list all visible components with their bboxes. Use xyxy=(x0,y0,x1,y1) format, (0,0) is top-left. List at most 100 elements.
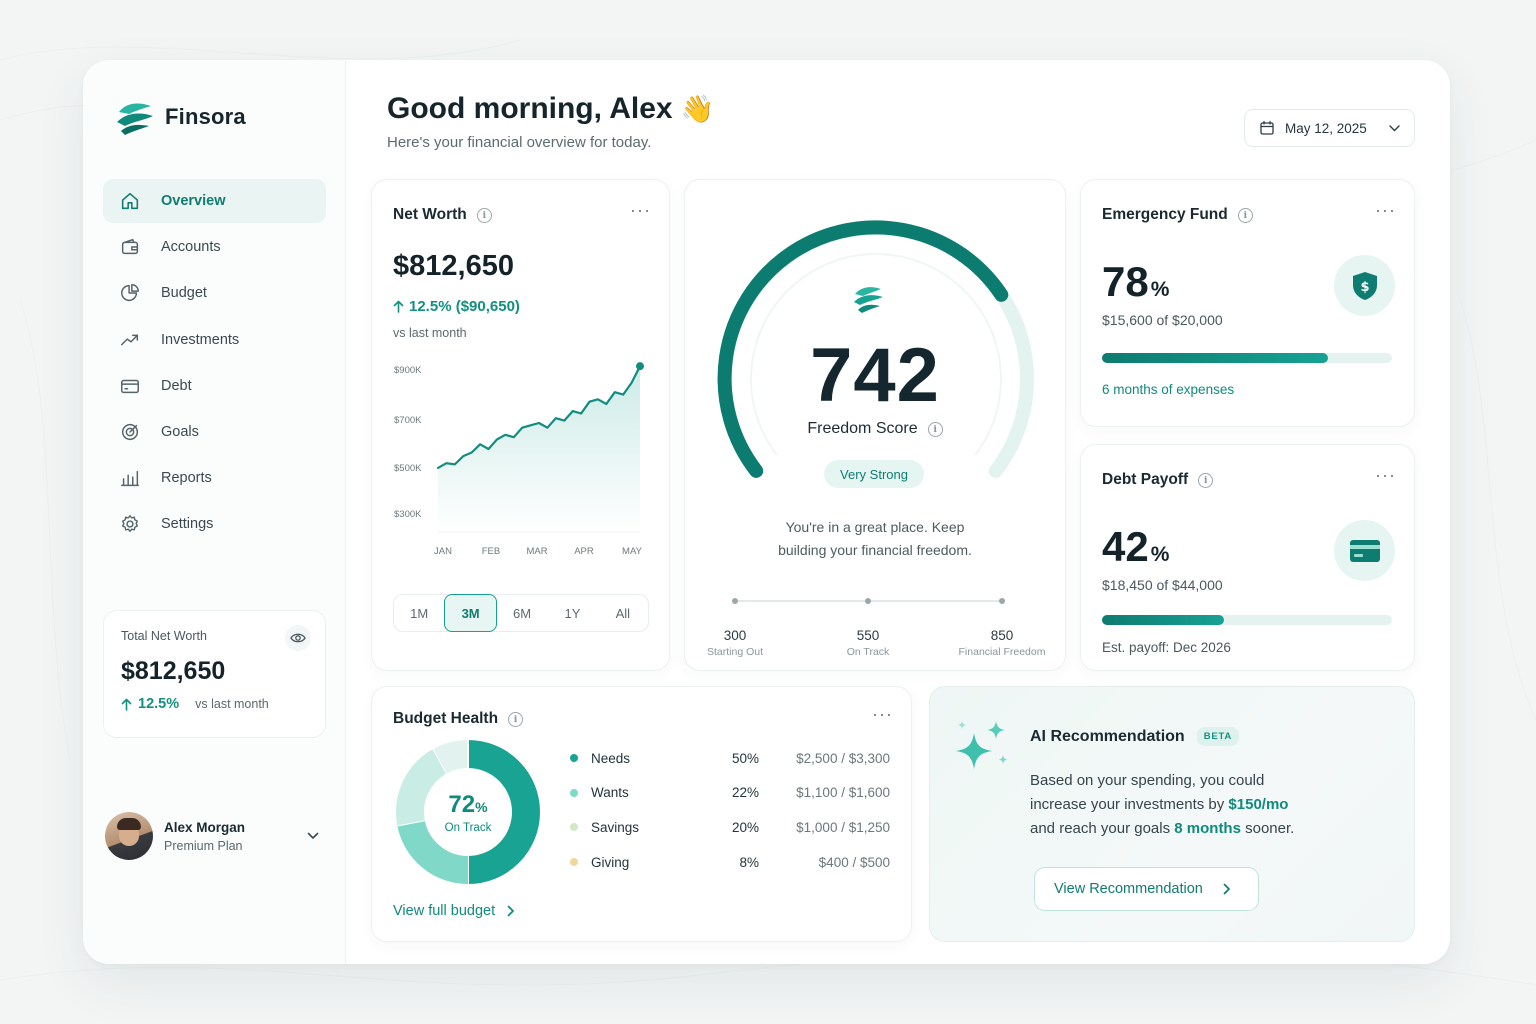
brand-logo[interactable]: Finsora xyxy=(115,98,246,136)
info-icon[interactable]: i xyxy=(1237,207,1253,223)
total-net-worth-card: Total Net Worth $812,650 12.5% vs last m… xyxy=(103,610,326,738)
page-title: Good morning, Alex 👋 xyxy=(387,92,714,126)
credit-card-icon xyxy=(1349,539,1380,562)
score-description: You're in a great place. Keep building y… xyxy=(685,516,1065,562)
emergency-note: 6 months of expenses xyxy=(1102,382,1235,397)
budget-amount: $2,500 / $3,300 xyxy=(796,750,890,766)
net-worth-change: 12.5% ($90,650) xyxy=(393,298,520,315)
range-all[interactable]: All xyxy=(615,605,631,621)
sidebar-item-label: Debt xyxy=(161,377,192,394)
legend-dot xyxy=(570,754,578,763)
toggle-visibility-button[interactable] xyxy=(285,625,311,651)
ai-recommendation-text: Based on your spending, you could increa… xyxy=(1030,772,1295,837)
x-tick-label: JAN xyxy=(434,546,452,557)
budget-category: Giving xyxy=(591,854,630,870)
user-profile[interactable]: Alex Morgan Premium Plan xyxy=(105,812,323,860)
range-1y[interactable]: 1Y xyxy=(564,605,581,621)
time-range-selector: 1M 3M 6M 1Y All xyxy=(393,594,649,632)
sidebar-item-label: Investments xyxy=(161,331,240,348)
change-period: vs last month xyxy=(195,697,269,711)
view-full-budget-link[interactable]: View full budget xyxy=(393,903,515,919)
sidebar-item-settings[interactable]: Settings xyxy=(103,502,326,546)
donut-slice-wants xyxy=(397,819,469,884)
sidebar-item-overview[interactable]: Overview xyxy=(103,179,326,223)
view-recommendation-button[interactable]: View Recommendation xyxy=(1034,867,1259,911)
y-tick-label: $700K xyxy=(394,415,422,426)
sidebar-item-reports[interactable]: Reports xyxy=(103,456,326,500)
ai-title: AI Recommendation BETA xyxy=(1030,727,1240,746)
budget-amount: $400 / $500 xyxy=(818,854,890,870)
area-fill xyxy=(438,366,640,532)
bar-chart-icon xyxy=(121,470,139,487)
more-options-icon[interactable]: ··· xyxy=(1375,465,1396,485)
date-picker[interactable]: May 12, 2025 xyxy=(1244,109,1415,147)
card-icon xyxy=(121,379,139,393)
score-label-text: Freedom Score xyxy=(807,420,918,437)
card-title: Budget Health i xyxy=(393,710,524,728)
sidebar-item-goals[interactable]: Goals xyxy=(103,410,326,454)
budget-title: Budget Health xyxy=(393,710,499,727)
link-label: View full budget xyxy=(393,903,496,919)
scale-tick-end: 850 Financial Freedom xyxy=(958,628,1046,658)
range-3m[interactable]: 3M xyxy=(444,594,497,632)
sidebar-item-investments[interactable]: Investments xyxy=(103,318,326,362)
total-net-worth-change: 12.5% vs last month xyxy=(121,696,308,712)
card-title: Emergency Fund i xyxy=(1102,206,1253,224)
budget-category: Savings xyxy=(591,819,640,835)
net-worth-title: Net Worth xyxy=(393,206,467,223)
greeting-text: Good morning, Alex xyxy=(387,92,673,125)
emergency-amount: $15,600 of $20,000 xyxy=(1102,312,1223,328)
chevron-right-icon xyxy=(507,905,514,917)
range-6m[interactable]: 6M xyxy=(512,605,532,621)
score-value: 742 xyxy=(810,333,940,418)
info-icon[interactable]: i xyxy=(476,207,492,223)
sidebar-nav: Overview Accounts Budget Investments Deb… xyxy=(103,179,326,549)
pie-icon xyxy=(121,284,139,302)
freedom-score-card: 742 Freedom Score i Very Strong You're i… xyxy=(684,179,1066,671)
scale-tick-start: 300 Starting Out xyxy=(706,628,764,658)
page-subtitle: Here's your financial overview for today… xyxy=(387,134,652,151)
net-worth-value: $812,650 xyxy=(393,250,514,282)
budget-amount: $1,100 / $1,600 xyxy=(796,785,890,801)
net-worth-chart: $900K $700K $500K $300K JAN FEB MAR APR MAY xyxy=(394,362,644,557)
change-period: vs last month xyxy=(393,326,467,340)
info-icon[interactable]: i xyxy=(1198,472,1214,488)
recommended-amount: $150/mo xyxy=(1228,796,1289,813)
debt-payoff-title: Debt Payoff xyxy=(1102,471,1189,488)
shield-icon-badge: $ xyxy=(1334,255,1395,316)
brand-name: Finsora xyxy=(165,104,246,129)
info-icon[interactable]: i xyxy=(508,711,524,727)
budget-health-card: Budget Health i ··· 72% On Track Needs 50… xyxy=(371,686,912,942)
chevron-down-icon[interactable] xyxy=(307,832,319,840)
debt-note: Est. payoff: Dec 2026 xyxy=(1102,640,1231,655)
more-options-icon[interactable]: ··· xyxy=(630,200,651,220)
y-tick-label: $900K xyxy=(394,365,422,376)
sidebar-item-budget[interactable]: Budget xyxy=(103,271,326,315)
user-name: Alex Morgan xyxy=(164,819,246,835)
gear-icon xyxy=(121,515,139,533)
info-icon[interactable]: i xyxy=(927,421,943,437)
avatar xyxy=(105,812,153,860)
donut-label: On Track xyxy=(444,821,492,834)
donut-percent: 72% xyxy=(448,790,488,818)
series-line xyxy=(436,365,642,469)
donut-center: 72% On Track xyxy=(395,739,541,885)
calendar-icon xyxy=(1260,120,1274,135)
sidebar-item-label: Settings xyxy=(161,516,214,533)
eye-icon xyxy=(290,633,306,643)
status-badge: Very Strong xyxy=(824,460,924,488)
more-options-icon[interactable]: ··· xyxy=(1375,200,1396,220)
sidebar-item-debt[interactable]: Debt xyxy=(103,364,326,408)
date-value: May 12, 2025 xyxy=(1285,120,1367,136)
description-line: You're in a great place. Keep xyxy=(785,519,965,535)
debt-payoff-card: Debt Payoff i ··· 42% $18,450 of $44,000… xyxy=(1080,444,1415,671)
change-value: 12.5% ($90,650) xyxy=(409,298,520,315)
home-icon xyxy=(121,192,139,210)
app-window: Finsora Overview Accounts Budget Investm… xyxy=(83,60,1450,964)
sidebar-item-accounts[interactable]: Accounts xyxy=(103,225,326,269)
range-1m[interactable]: 1M xyxy=(410,605,429,621)
y-tick-label: $300K xyxy=(394,509,422,520)
gauge-fill xyxy=(717,220,1009,478)
more-options-icon[interactable]: ··· xyxy=(872,704,893,724)
sidebar-item-label: Overview xyxy=(161,193,226,209)
